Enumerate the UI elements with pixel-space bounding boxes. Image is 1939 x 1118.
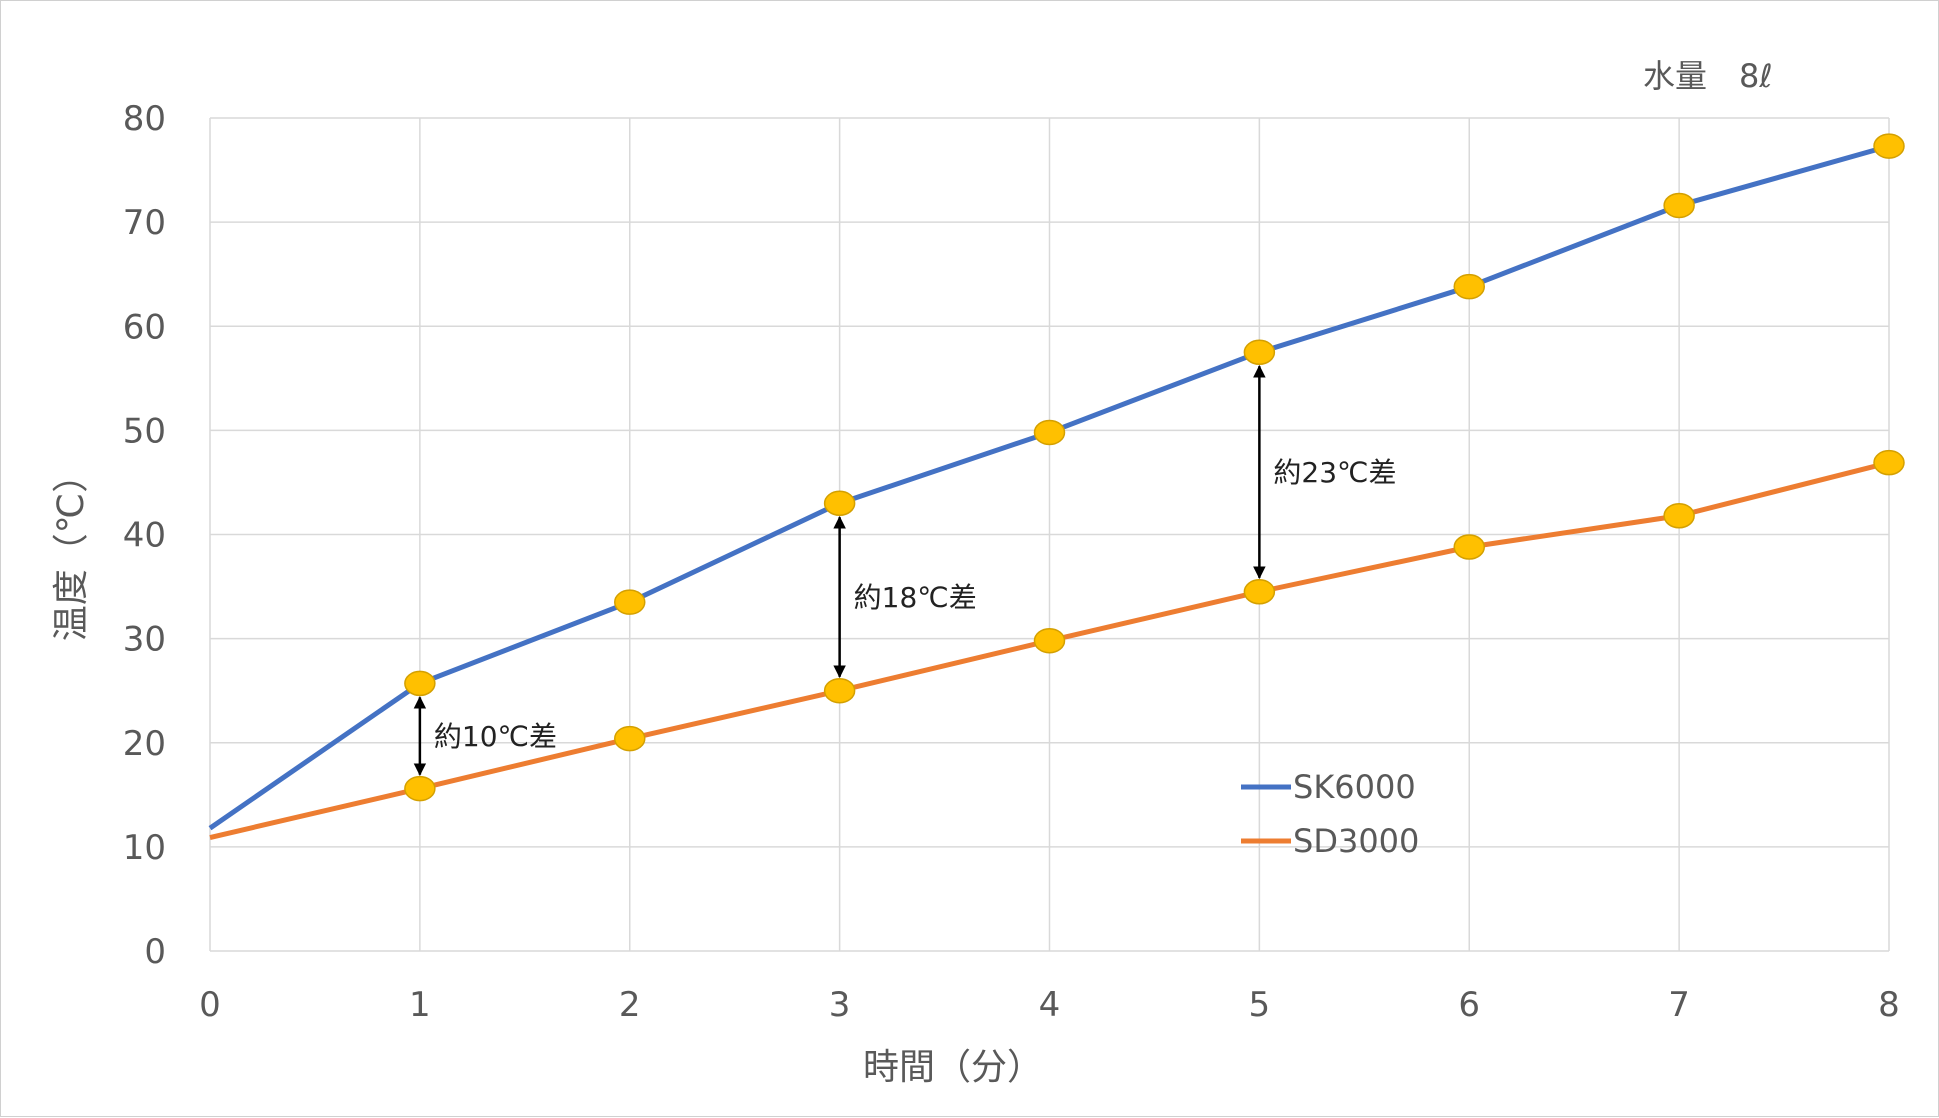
x-tick-label: 6 (1458, 985, 1480, 1025)
difference-label: 約10℃差 (434, 720, 557, 753)
data-point-marker (1873, 133, 1905, 159)
grid-layer (209, 117, 1890, 952)
water-volume-note: 水量 8ℓ (1643, 57, 1773, 95)
x-tick-label: 7 (1668, 985, 1690, 1025)
data-point-marker (614, 589, 646, 615)
y-tick-label: 70 (123, 203, 166, 243)
legend: SK6000 SD3000 (1241, 768, 1419, 860)
x-axis-title: 時間（分） (863, 1047, 1043, 1088)
data-point-marker (404, 775, 436, 802)
legend-label-sk6000: SK6000 (1293, 768, 1416, 806)
data-point-marker (1243, 339, 1276, 366)
tick-labels: 0 10 20 30 40 50 60 70 80 0 1 2 3 4 5 6 7 8 (123, 99, 1900, 1025)
x-tick-label: 8 (1878, 985, 1900, 1025)
y-tick-label: 10 (123, 828, 166, 868)
data-point-marker (823, 677, 856, 704)
annotations-layer: 約10℃差 約18℃差 約23℃差 (413, 365, 1396, 776)
x-tick-label: 2 (619, 985, 641, 1025)
x-tick-label: 3 (829, 985, 851, 1025)
data-point-marker (1033, 419, 1066, 446)
markers-layer (404, 133, 1905, 802)
y-tick-label: 60 (123, 307, 166, 347)
data-point-marker (823, 490, 856, 517)
y-tick-label: 30 (123, 620, 166, 660)
data-point-marker (1453, 273, 1485, 300)
difference-label: 約18℃差 (854, 581, 977, 614)
data-point-marker (404, 670, 436, 697)
y-tick-label: 80 (123, 99, 166, 139)
data-point-marker (1033, 627, 1066, 654)
x-tick-label: 4 (1039, 985, 1061, 1025)
x-tick-label: 5 (1249, 985, 1271, 1025)
x-tick-label: 0 (199, 985, 221, 1025)
x-tick-label: 1 (409, 985, 431, 1025)
data-point-marker (1243, 579, 1276, 605)
data-point-marker (1663, 192, 1695, 219)
y-tick-label: 50 (123, 411, 166, 451)
data-point-marker (1453, 534, 1485, 560)
data-point-marker (1873, 449, 1905, 476)
y-tick-label: 20 (123, 724, 166, 764)
data-point-marker (614, 725, 646, 752)
data-point-marker (1663, 503, 1695, 529)
y-tick-label: 40 (123, 516, 166, 556)
y-tick-label: 0 (144, 932, 166, 972)
y-axis-title: 温度（℃） (51, 457, 92, 641)
legend-label-sd3000: SD3000 (1293, 822, 1419, 860)
difference-label: 約23℃差 (1273, 456, 1396, 489)
